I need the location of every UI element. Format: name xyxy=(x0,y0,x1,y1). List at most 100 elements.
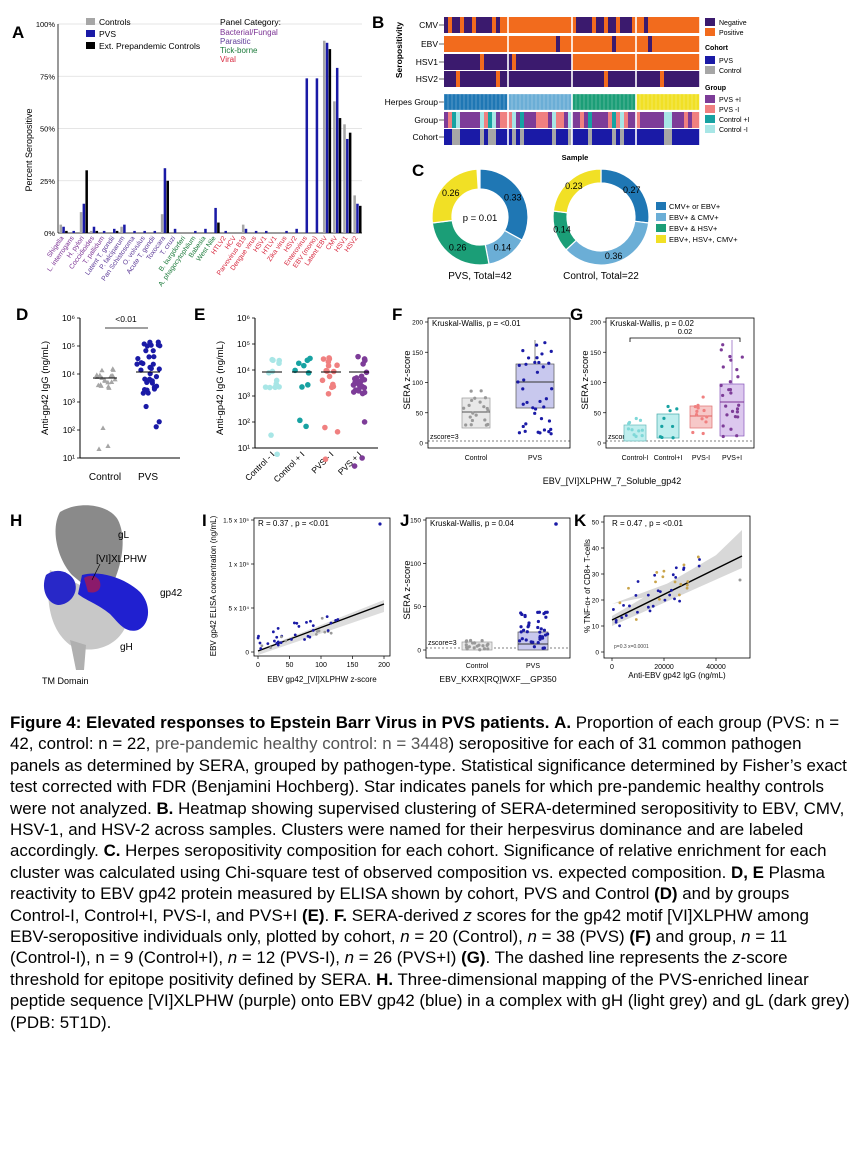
b-cell xyxy=(588,112,593,128)
b-cell xyxy=(592,71,597,87)
legend-cohort-pvs-swatch xyxy=(705,56,715,64)
b-cell xyxy=(604,71,609,87)
g-x-3: PVS-I xyxy=(692,455,710,462)
b-cell xyxy=(480,17,485,33)
k-point xyxy=(674,575,678,579)
scatter-point xyxy=(719,348,723,352)
a-bar xyxy=(241,224,245,233)
caption-a-text1: Proportion of each group (PVS: n = 42, c… xyxy=(10,713,840,754)
k-point xyxy=(614,618,618,622)
b-rowlabel: CMV xyxy=(419,20,438,30)
b-cell xyxy=(496,36,501,52)
caption-f-text6: = 11 (Control-I), n = 9 (Control+I), xyxy=(10,927,788,968)
a-bar xyxy=(79,212,83,233)
b-cell xyxy=(568,54,573,70)
scatter-point xyxy=(700,417,704,421)
b-cell xyxy=(572,129,577,145)
log-tick-label: 10² xyxy=(238,417,250,427)
k-point xyxy=(634,593,638,597)
scatter-point xyxy=(696,406,700,410)
b-cell xyxy=(664,36,669,52)
k-point xyxy=(646,605,650,609)
panel-k-x-ticks: 0 20000 40000 xyxy=(610,658,726,671)
legend-negative: Negative xyxy=(719,20,747,27)
scatter-point xyxy=(472,646,476,650)
b-cell xyxy=(480,71,485,87)
caption-f-text8: = 26 (PVS+I) xyxy=(354,948,462,968)
b-cell xyxy=(560,112,565,128)
e-point xyxy=(276,357,283,364)
b-cell xyxy=(608,17,613,33)
d-point-pvs xyxy=(134,361,140,367)
k-point xyxy=(678,599,682,603)
panel-g-y-ticks: 0 50 100 150 200 xyxy=(590,320,606,448)
log-tick-label: 10⁶ xyxy=(237,313,250,323)
b-cell xyxy=(504,71,509,87)
i-point xyxy=(276,626,280,630)
scatter-point xyxy=(549,427,553,431)
scatter-point xyxy=(627,422,631,426)
panel-f-label: F xyxy=(392,305,402,324)
b-cell xyxy=(684,36,689,52)
b-cell xyxy=(672,71,677,87)
panel-g: G SERA z-score Kruskal-Wallis, p = 0.02 … xyxy=(570,305,755,462)
scatter-point xyxy=(521,349,525,353)
b-cell xyxy=(679,93,685,111)
scatter-point xyxy=(536,625,540,630)
caption-b-label: B. xyxy=(156,798,174,818)
b-cell xyxy=(632,36,637,52)
b-cell xyxy=(672,54,677,70)
e-point xyxy=(322,456,329,463)
lin-tick-label: 20 xyxy=(592,598,600,605)
b-cell xyxy=(640,112,645,128)
scatter-point xyxy=(538,431,542,435)
b-cell xyxy=(556,17,561,33)
b-cell xyxy=(600,129,605,145)
scatter-point xyxy=(721,434,725,439)
i-point xyxy=(257,634,260,638)
a-bar xyxy=(224,230,227,233)
legend-swatch-controls xyxy=(86,18,95,25)
b-cell xyxy=(576,54,581,70)
b-cell xyxy=(468,17,473,33)
b-cell xyxy=(627,93,633,111)
b-cell xyxy=(516,54,521,70)
b-cell xyxy=(648,71,653,87)
b-cell xyxy=(648,36,653,52)
scatter-point xyxy=(537,610,542,614)
b-cell xyxy=(596,54,601,70)
b-cell xyxy=(568,17,573,33)
k-point xyxy=(663,598,667,602)
i-point xyxy=(275,635,279,639)
i-point xyxy=(326,629,330,632)
b-cell xyxy=(564,129,569,145)
b-cell xyxy=(532,129,537,145)
b-cell xyxy=(584,71,589,87)
b-cell xyxy=(608,129,613,145)
b-cell xyxy=(536,129,541,145)
a-bar xyxy=(59,224,63,233)
b-cell xyxy=(616,71,621,87)
b-cell xyxy=(659,93,665,111)
b-cell xyxy=(512,54,517,70)
i-point xyxy=(284,639,288,643)
b-cell xyxy=(684,112,689,128)
b-cell xyxy=(572,17,577,33)
panel-j-points xyxy=(464,522,558,652)
b-cell xyxy=(632,112,637,128)
b-cell xyxy=(616,36,621,52)
panel-d-points xyxy=(93,339,163,451)
b-cell xyxy=(575,93,581,111)
b-cell xyxy=(448,112,453,128)
b-cell xyxy=(548,36,553,52)
scatter-point xyxy=(546,632,550,636)
e-point xyxy=(355,353,361,360)
b-cell xyxy=(664,129,669,145)
e-point xyxy=(325,359,332,365)
a-bar xyxy=(194,230,197,233)
b-cell xyxy=(576,129,581,145)
b-cell xyxy=(528,17,533,33)
b-cell xyxy=(624,129,629,145)
legend-positive-swatch xyxy=(705,28,715,36)
scatter-point xyxy=(737,403,741,407)
